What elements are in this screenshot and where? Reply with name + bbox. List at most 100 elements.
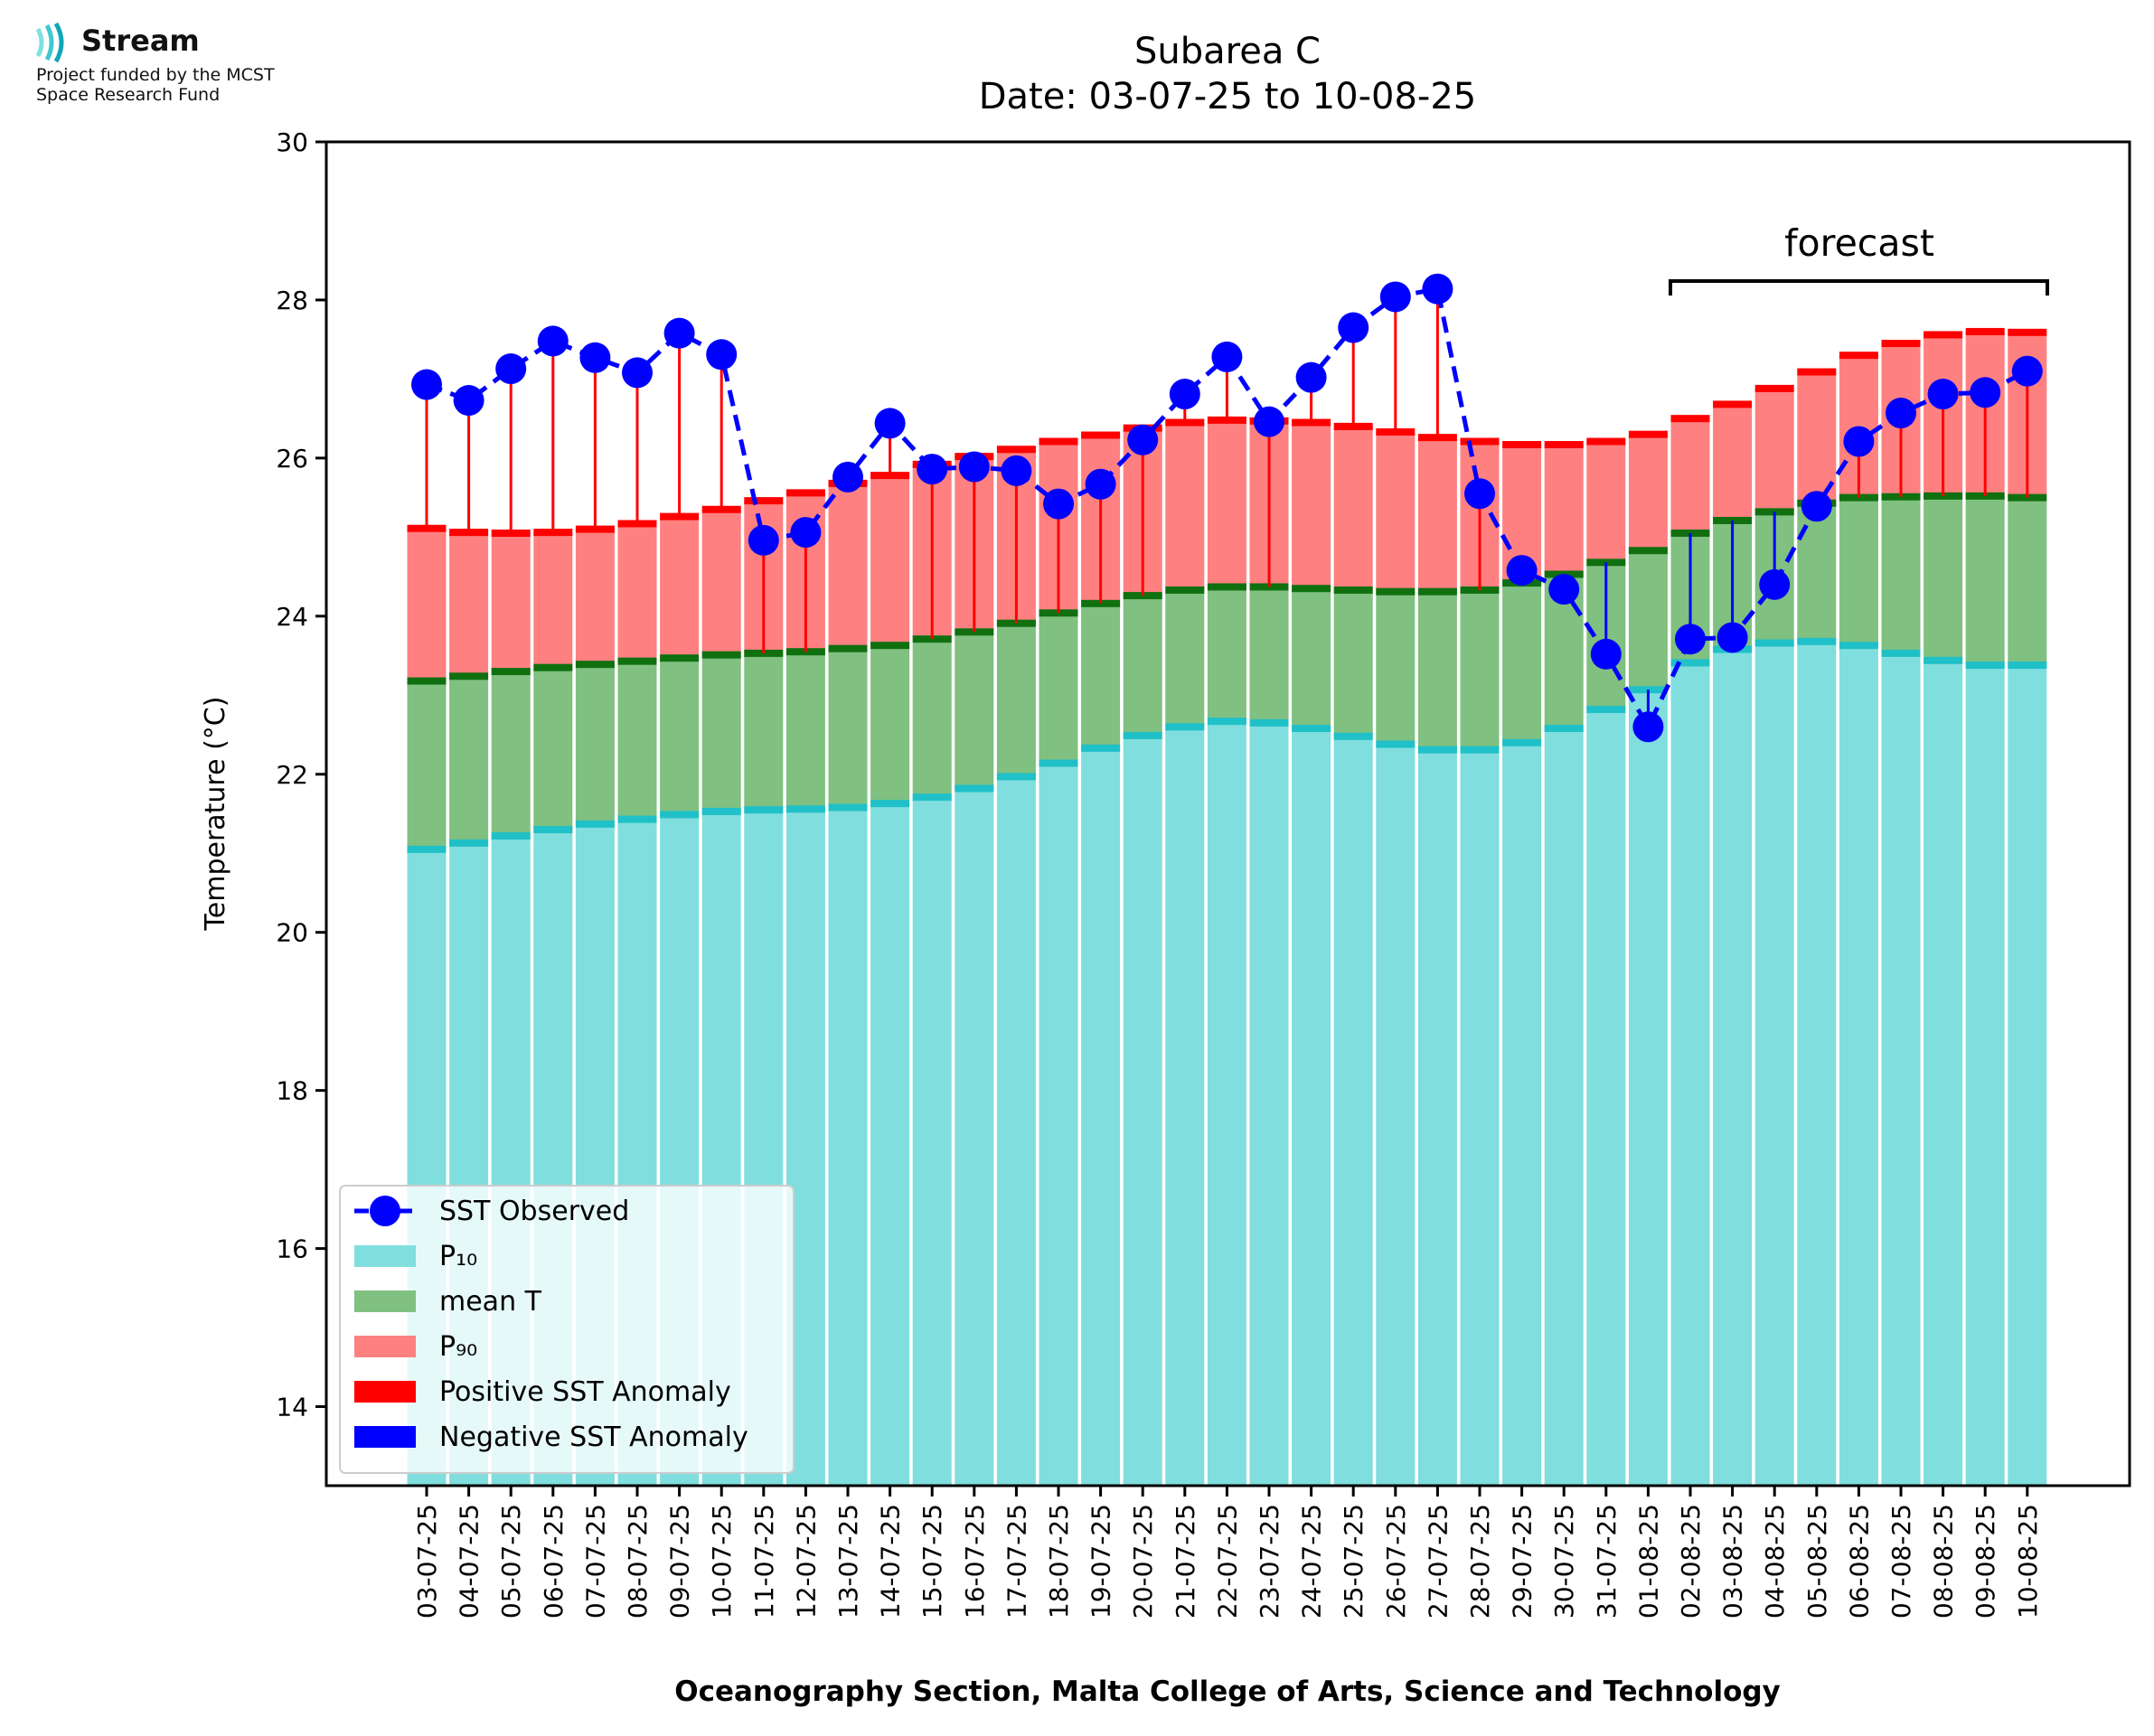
x-tick-label: 05-07-25 bbox=[496, 1504, 526, 1619]
p90-bar bbox=[1376, 432, 1416, 592]
p90-bar bbox=[1797, 371, 1837, 503]
mean-bar bbox=[1333, 589, 1373, 737]
p90-cap bbox=[1586, 437, 1626, 446]
p90-bar bbox=[449, 532, 489, 677]
p90-cap bbox=[744, 497, 784, 505]
logo-funding-line-1: Project funded by the MCST bbox=[36, 65, 275, 85]
x-tick-label: 14-07-25 bbox=[876, 1504, 906, 1619]
sst-observed-marker bbox=[2011, 355, 2043, 387]
p10-cap bbox=[955, 784, 994, 793]
mean-bar bbox=[955, 632, 994, 789]
sst-observed-marker bbox=[832, 461, 863, 493]
mean-bar bbox=[617, 661, 657, 820]
p10-cap bbox=[407, 845, 447, 853]
p10-cap bbox=[1039, 759, 1078, 767]
x-axis-label: Oceanography Section, Malta College of A… bbox=[674, 1675, 1781, 1708]
legend-box bbox=[339, 1185, 795, 1474]
sst-observed-marker bbox=[1506, 555, 1538, 586]
p90-bar bbox=[1165, 422, 1205, 590]
p10-cap bbox=[1081, 744, 1121, 752]
p10-bar bbox=[1965, 665, 2005, 1486]
x-tick-label: 31-07-25 bbox=[1592, 1504, 1622, 1619]
sst-observed-marker bbox=[958, 451, 990, 483]
legend-swatch-marker bbox=[370, 1196, 400, 1226]
sst-observed-marker bbox=[1295, 361, 1327, 393]
p10-cap bbox=[996, 773, 1036, 781]
p90-bar bbox=[1586, 441, 1626, 563]
y-axis: 14 16 18 20 22 24 26 28 30 bbox=[276, 127, 326, 1422]
legend-swatch bbox=[354, 1245, 416, 1267]
forecast-bracket: forecast bbox=[1669, 221, 2049, 296]
sst-observed-marker bbox=[1127, 424, 1159, 455]
mean-cap bbox=[660, 654, 700, 662]
x-tick-label: 04-07-25 bbox=[455, 1504, 484, 1619]
mean-bar bbox=[1207, 586, 1246, 722]
p10-cap bbox=[617, 815, 657, 823]
sst-observed-marker bbox=[1970, 377, 2001, 408]
mean-bar bbox=[533, 667, 573, 830]
mean-bar bbox=[1039, 613, 1078, 764]
p10-cap bbox=[1586, 706, 1626, 714]
p10-cap bbox=[1839, 642, 1878, 650]
p10-bar bbox=[1165, 727, 1205, 1486]
sst-observed-marker bbox=[663, 317, 695, 349]
p10-cap bbox=[1417, 746, 1457, 754]
x-tick-label: 19-07-25 bbox=[1086, 1504, 1116, 1619]
p10-bar bbox=[1123, 735, 1162, 1486]
mean-cap bbox=[533, 663, 573, 671]
p10-bar bbox=[1924, 660, 1963, 1486]
chart-subtitle: Date: 03-07-25 to 10-08-25 bbox=[979, 76, 1477, 117]
x-tick-label: 08-08-25 bbox=[1929, 1504, 1959, 1619]
chart-title: Subarea C bbox=[1134, 31, 1321, 72]
x-tick-label: 02-08-25 bbox=[1676, 1504, 1706, 1619]
p90-bar bbox=[1333, 426, 1373, 590]
p10-bar bbox=[2008, 665, 2047, 1486]
p10-cap bbox=[870, 800, 910, 808]
x-tick-label: 07-08-25 bbox=[1886, 1504, 1916, 1619]
p90-cap bbox=[1713, 400, 1753, 408]
mean-cap bbox=[1417, 587, 1457, 596]
legend-swatch bbox=[354, 1426, 416, 1448]
mean-bar bbox=[1924, 495, 1963, 661]
mean-bar bbox=[1165, 589, 1205, 727]
p90-cap bbox=[1460, 437, 1500, 446]
p10-bar bbox=[996, 776, 1036, 1486]
sst-observed-marker bbox=[1379, 281, 1411, 313]
p10-bar bbox=[1249, 722, 1289, 1486]
sst-observed-marker bbox=[1590, 638, 1622, 670]
y-tick-label: 16 bbox=[276, 1234, 308, 1264]
mean-bar bbox=[1292, 588, 1331, 729]
mean-bar bbox=[1628, 550, 1668, 690]
p90-bar bbox=[491, 532, 531, 672]
bars-layer bbox=[407, 327, 2047, 1486]
mean-bar bbox=[1881, 496, 1921, 653]
p90-cap bbox=[1502, 441, 1542, 449]
mean-cap bbox=[1628, 547, 1668, 555]
x-tick-label: 03-07-25 bbox=[412, 1504, 442, 1619]
p90-cap bbox=[1881, 340, 1921, 348]
p90-bar bbox=[407, 528, 447, 681]
p90-bar bbox=[1417, 437, 1457, 592]
mean-bar bbox=[660, 658, 700, 815]
p90-cap bbox=[996, 446, 1036, 454]
sst-observed-marker bbox=[1717, 622, 1748, 653]
sst-observed-marker bbox=[453, 385, 484, 417]
p10-cap bbox=[491, 831, 531, 840]
p10-bar bbox=[1839, 645, 1878, 1486]
p10-cap bbox=[1292, 725, 1331, 733]
x-tick-label: 26-07-25 bbox=[1381, 1504, 1411, 1619]
sst-observed-marker bbox=[537, 325, 569, 357]
y-tick-label: 28 bbox=[276, 286, 308, 315]
x-tick-label: 24-07-25 bbox=[1297, 1504, 1327, 1619]
anomaly-stems-layer bbox=[425, 288, 2029, 727]
p10-bar bbox=[912, 797, 952, 1486]
sst-observed-marker bbox=[1886, 398, 1916, 429]
mean-bar bbox=[491, 671, 531, 836]
p10-cap bbox=[1881, 649, 1921, 657]
x-tick-label: 21-07-25 bbox=[1171, 1504, 1200, 1619]
x-tick-label: 10-07-25 bbox=[707, 1504, 737, 1619]
p10-bar bbox=[1628, 690, 1668, 1486]
mean-bar bbox=[1502, 583, 1542, 743]
mean-cap bbox=[1292, 585, 1331, 593]
